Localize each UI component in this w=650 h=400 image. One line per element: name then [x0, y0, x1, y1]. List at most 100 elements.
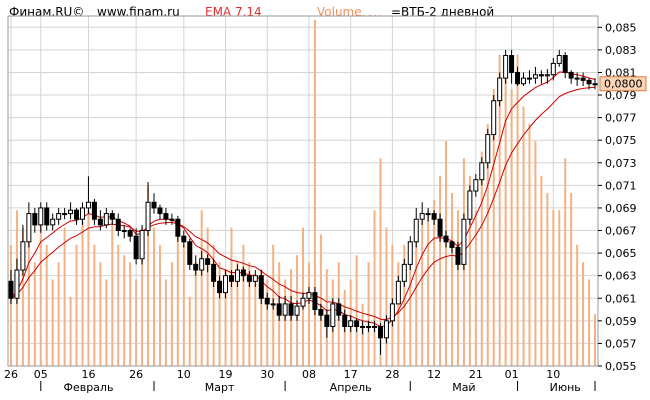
candle-body	[312, 292, 318, 311]
candle-body	[8, 280, 14, 299]
volume-bar	[486, 123, 489, 366]
candle	[44, 202, 50, 231]
candle-body	[38, 207, 44, 226]
volume-bar	[9, 244, 12, 366]
candle	[515, 66, 521, 86]
candle-body	[509, 55, 515, 73]
volume-bar	[218, 262, 221, 366]
candle-body	[515, 71, 521, 85]
volume-bar	[254, 279, 257, 366]
candle-body	[574, 77, 580, 80]
candle	[151, 193, 157, 214]
volume-bar	[242, 244, 245, 366]
candle	[383, 315, 389, 344]
candle	[461, 213, 467, 271]
candle	[455, 241, 461, 271]
candle	[26, 202, 32, 248]
volume-bar	[421, 220, 424, 366]
candle	[211, 258, 217, 287]
candle-body	[401, 263, 407, 282]
candle	[538, 70, 544, 84]
x-day-label: 26	[129, 368, 143, 381]
candle-body	[348, 320, 354, 327]
candle	[175, 215, 181, 242]
candle	[437, 213, 443, 242]
volume-bar	[57, 262, 60, 366]
volume-bar	[367, 262, 370, 366]
candle	[491, 95, 497, 141]
candle	[199, 250, 205, 276]
candle-body	[276, 303, 282, 316]
candle	[342, 309, 348, 333]
candle-body	[300, 297, 306, 307]
candle	[97, 210, 103, 231]
candle-body	[103, 213, 109, 226]
x-month-label: Май	[452, 381, 475, 394]
candle-body	[14, 269, 20, 299]
candle	[139, 224, 145, 265]
plot-frame	[7, 15, 599, 367]
candle	[56, 207, 62, 225]
volume-bar	[21, 227, 24, 366]
y-tick-label: 0,085	[605, 21, 637, 34]
y-tick-label: 0,069	[605, 202, 637, 215]
candle-body	[127, 230, 133, 237]
candle-body	[217, 280, 223, 294]
volume-bar	[212, 244, 215, 366]
candle-body	[455, 246, 461, 265]
candle-body	[473, 179, 479, 192]
x-day-label: 08	[302, 368, 316, 381]
x-day-label: 17	[344, 368, 358, 381]
candle	[169, 213, 175, 225]
y-tick-label: 0,061	[605, 292, 637, 305]
candle	[377, 323, 383, 355]
volume-bar	[194, 262, 197, 366]
volume-bar	[588, 279, 591, 366]
candle-body	[234, 269, 240, 282]
candle-body	[479, 162, 485, 181]
candle	[395, 275, 401, 305]
volume-bar	[117, 244, 120, 366]
candle	[318, 303, 324, 321]
candle	[62, 207, 68, 220]
volume-bar	[319, 234, 322, 366]
candle	[246, 271, 252, 287]
candle-body	[336, 303, 342, 316]
candle	[20, 224, 26, 276]
candle-body	[443, 235, 449, 243]
candle	[562, 52, 568, 79]
volume-bar	[45, 244, 48, 366]
volume-bar	[480, 151, 483, 366]
x-day-label: 05	[34, 368, 48, 381]
candle	[228, 270, 234, 287]
candle	[568, 70, 574, 84]
volume-bar	[182, 244, 185, 366]
candle	[79, 202, 85, 225]
candle	[532, 66, 538, 84]
volume-bar	[69, 296, 72, 366]
candle-body	[383, 320, 389, 339]
candle	[181, 230, 187, 248]
volume-bar	[99, 262, 102, 366]
candle	[401, 258, 407, 287]
candle	[258, 270, 264, 304]
x-day-label: 12	[427, 368, 441, 381]
volume-bar	[594, 314, 597, 366]
candle-body	[157, 207, 163, 215]
last-price-tag: 0,0800	[599, 76, 647, 92]
candle	[586, 78, 592, 90]
candle-body	[240, 269, 246, 277]
candle-body	[109, 213, 115, 220]
candle	[68, 202, 74, 220]
candle-body	[62, 213, 68, 216]
volume-bar	[504, 71, 507, 367]
x-day-label: 19	[219, 368, 233, 381]
candle	[580, 72, 586, 86]
candle	[473, 174, 479, 197]
candle-body	[181, 235, 187, 243]
x-day-label: 30	[260, 368, 274, 381]
volume-bar	[385, 227, 388, 366]
volume-bar	[516, 54, 519, 366]
candle-body	[56, 213, 62, 220]
candle	[294, 300, 300, 321]
